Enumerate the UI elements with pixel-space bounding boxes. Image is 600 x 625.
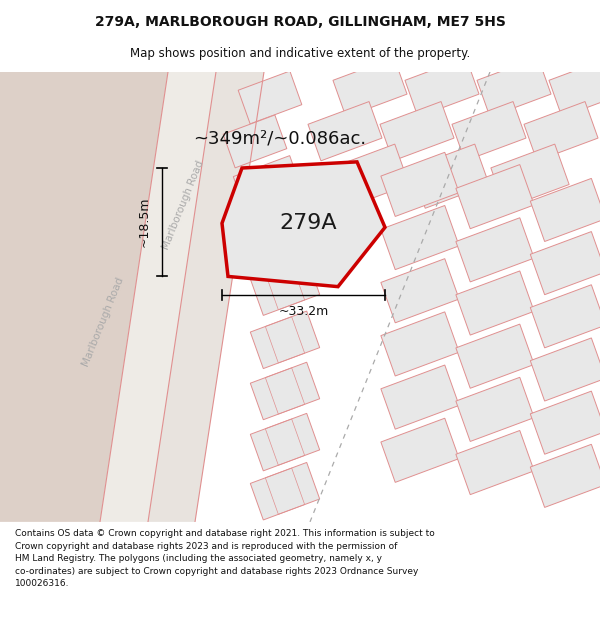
Polygon shape — [491, 144, 569, 208]
Polygon shape — [381, 206, 459, 269]
Text: ~33.2m: ~33.2m — [278, 305, 329, 318]
Polygon shape — [381, 152, 459, 216]
Polygon shape — [380, 102, 454, 161]
Polygon shape — [250, 413, 320, 471]
Polygon shape — [148, 72, 264, 522]
Polygon shape — [222, 162, 385, 287]
Polygon shape — [308, 102, 382, 161]
Polygon shape — [331, 144, 409, 208]
Polygon shape — [530, 232, 600, 294]
Polygon shape — [456, 217, 534, 282]
Polygon shape — [250, 258, 320, 316]
Polygon shape — [456, 431, 534, 494]
Polygon shape — [223, 115, 287, 168]
Text: Marlborough Road: Marlborough Road — [80, 276, 125, 369]
Polygon shape — [0, 72, 168, 522]
Polygon shape — [456, 324, 534, 388]
Polygon shape — [250, 462, 320, 520]
Polygon shape — [333, 58, 407, 117]
Polygon shape — [456, 271, 534, 335]
Polygon shape — [250, 311, 320, 369]
Polygon shape — [530, 338, 600, 401]
Polygon shape — [411, 144, 489, 208]
Polygon shape — [233, 205, 302, 262]
Polygon shape — [452, 102, 526, 161]
Polygon shape — [233, 156, 302, 213]
Text: 279A: 279A — [279, 213, 337, 233]
Polygon shape — [530, 444, 600, 508]
Polygon shape — [549, 58, 600, 117]
Polygon shape — [238, 71, 302, 124]
Polygon shape — [381, 418, 459, 482]
Text: Contains OS data © Crown copyright and database right 2021. This information is : Contains OS data © Crown copyright and d… — [15, 529, 435, 588]
Text: Marlborough Road: Marlborough Road — [161, 159, 205, 251]
Polygon shape — [530, 391, 600, 454]
Polygon shape — [530, 178, 600, 241]
Polygon shape — [381, 312, 459, 376]
Text: Map shows position and indicative extent of the property.: Map shows position and indicative extent… — [130, 48, 470, 61]
Polygon shape — [250, 362, 320, 420]
Polygon shape — [405, 58, 479, 117]
Polygon shape — [456, 378, 534, 441]
Polygon shape — [524, 102, 598, 161]
Polygon shape — [456, 164, 534, 229]
Text: ~349m²/~0.086ac.: ~349m²/~0.086ac. — [193, 129, 366, 148]
Polygon shape — [381, 365, 459, 429]
Polygon shape — [381, 259, 459, 323]
Text: ~18.5m: ~18.5m — [137, 197, 151, 248]
Polygon shape — [530, 285, 600, 348]
Text: 279A, MARLBOROUGH ROAD, GILLINGHAM, ME7 5HS: 279A, MARLBOROUGH ROAD, GILLINGHAM, ME7 … — [95, 14, 505, 29]
Polygon shape — [100, 72, 216, 522]
Polygon shape — [477, 58, 551, 117]
